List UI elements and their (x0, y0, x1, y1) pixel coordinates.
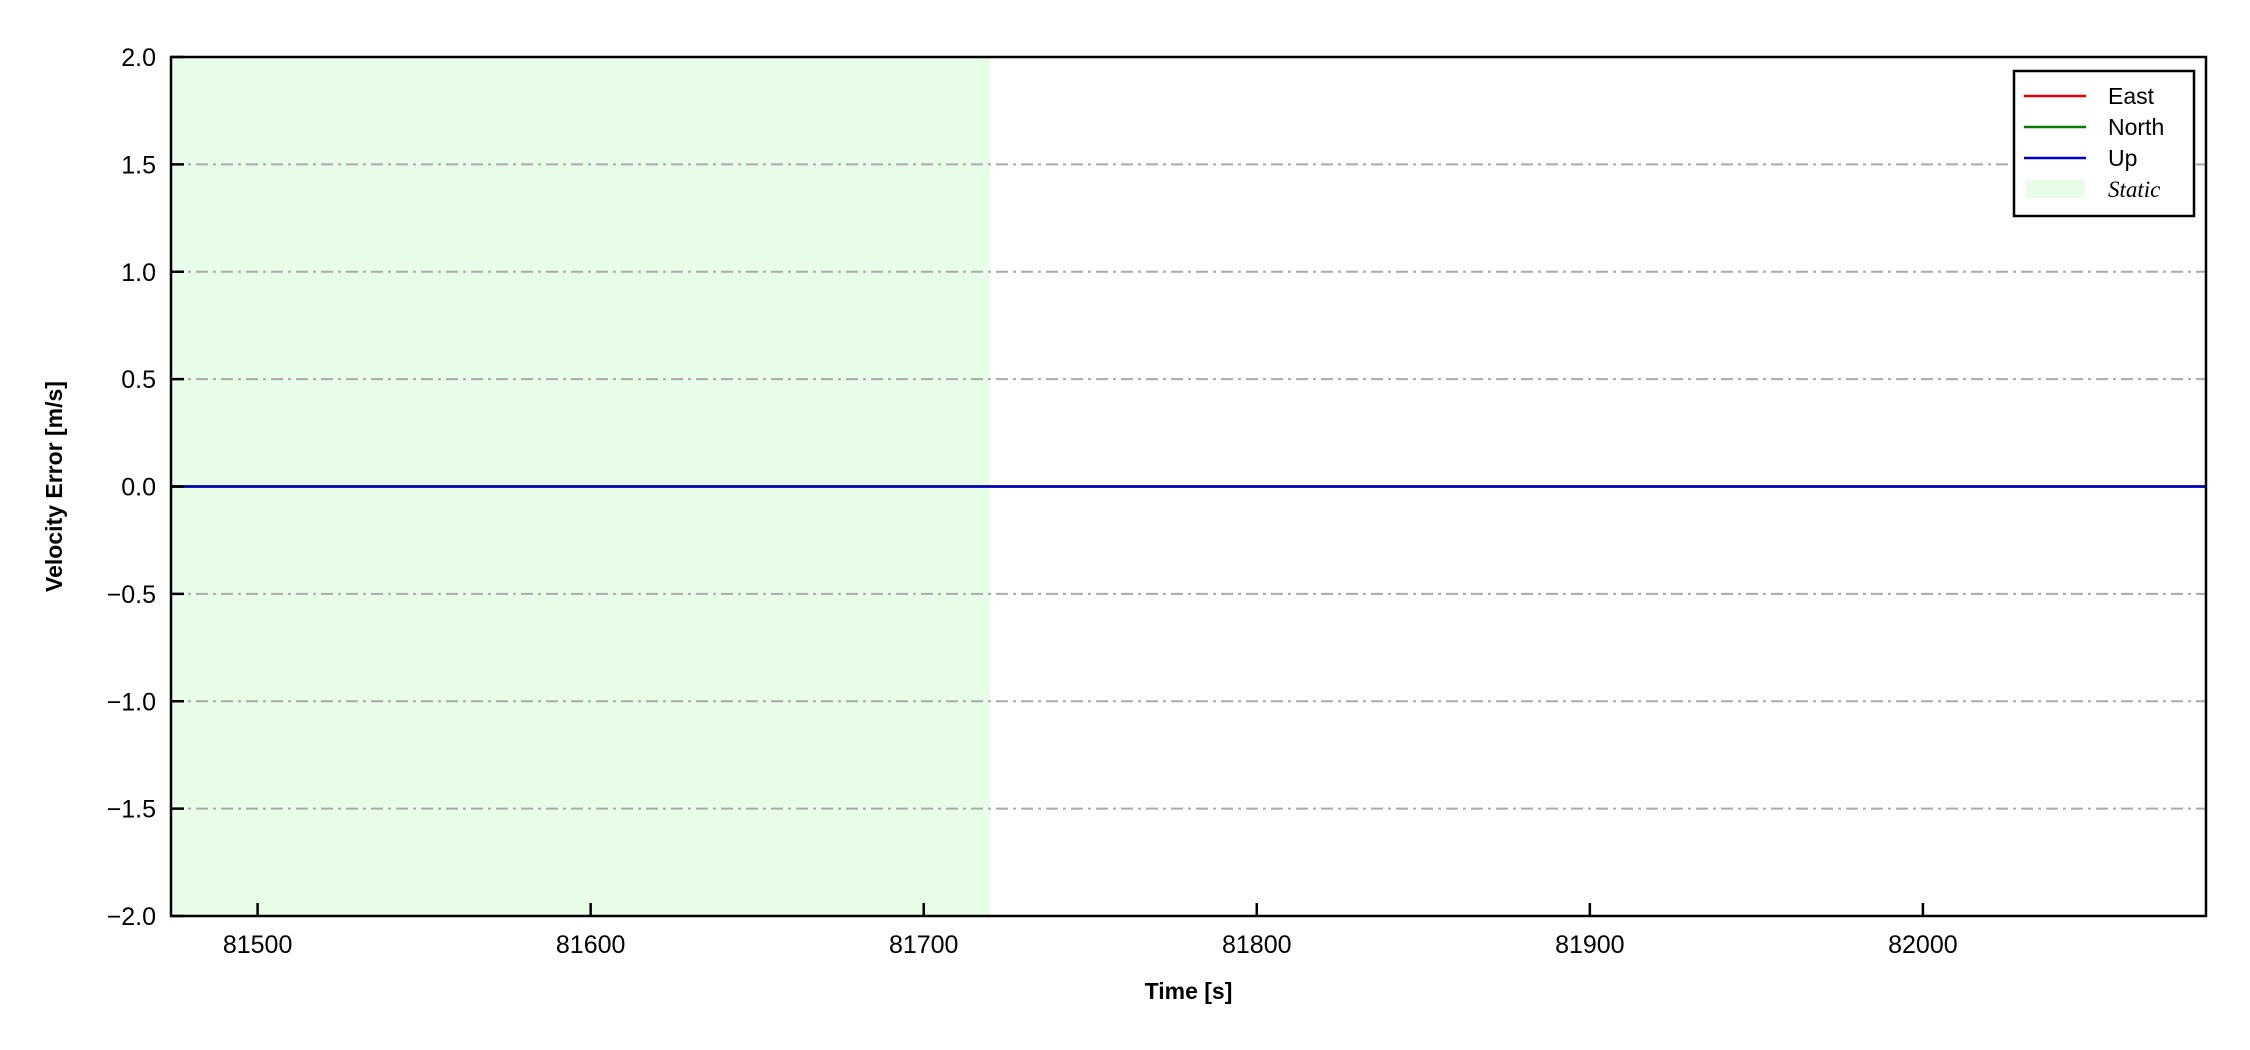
y-tick-label: 0.5 (121, 366, 156, 394)
legend-label-static: Static (2108, 177, 2160, 202)
x-tick-label: 81700 (889, 931, 959, 959)
x-tick-label: 81600 (556, 931, 626, 959)
legend-swatch-static (2026, 180, 2084, 198)
y-tick-label: −1.0 (107, 688, 156, 716)
x-tick-label: 81800 (1222, 931, 1292, 959)
legend-label-north: North (2108, 114, 2164, 140)
legend-label-east: East (2108, 83, 2155, 109)
y-tick-label: 0.0 (121, 474, 156, 502)
legend-label-up: Up (2108, 145, 2137, 171)
x-tick-label: 81500 (223, 931, 293, 959)
x-tick-label: 82000 (1888, 931, 1958, 959)
y-axis-label: Velocity Error [m/s] (41, 381, 67, 592)
y-tick-label: −1.5 (107, 796, 156, 824)
legend: East North Up Static (2012, 69, 2196, 218)
x-axis-label: Time [s] (1145, 978, 1233, 1004)
y-tick-label: 2.0 (121, 44, 156, 72)
y-tick-label: 1.0 (121, 259, 156, 287)
y-tick-label: −2.0 (107, 903, 156, 931)
y-tick-label: −0.5 (107, 581, 156, 609)
plot-frame (169, 55, 2208, 918)
x-tick-label: 81900 (1555, 931, 1625, 959)
y-tick-label: 1.5 (121, 151, 156, 179)
